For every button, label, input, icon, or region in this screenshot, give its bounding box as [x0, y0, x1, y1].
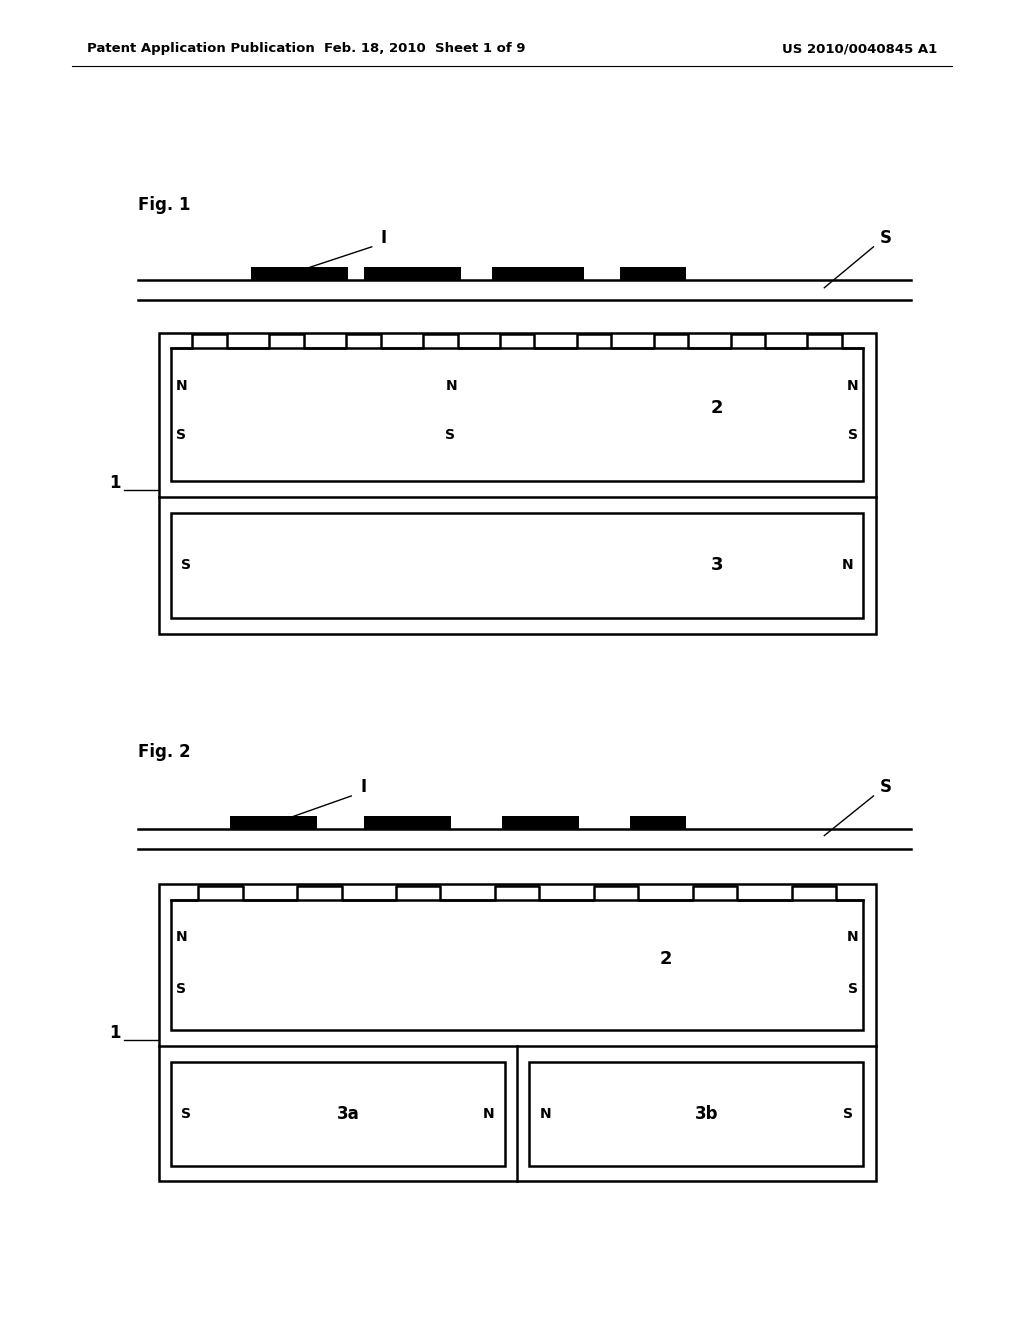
Text: N: N [176, 379, 187, 392]
Bar [364, 816, 451, 829]
Text: US 2010/0040845 A1: US 2010/0040845 A1 [781, 42, 937, 55]
Bar [159, 884, 876, 1181]
Text: 1: 1 [110, 474, 121, 492]
Text: N: N [176, 929, 187, 944]
Text: N: N [847, 379, 858, 392]
Text: N: N [847, 929, 858, 944]
Text: 2: 2 [711, 399, 723, 417]
Text: Fig. 1: Fig. 1 [138, 195, 190, 214]
Text: N: N [842, 558, 853, 572]
Bar [529, 1063, 863, 1166]
Text: S: S [181, 558, 191, 572]
Text: S: S [848, 982, 858, 995]
Bar [171, 512, 863, 618]
Text: S: S [176, 982, 186, 995]
Bar [230, 816, 317, 829]
Text: S: S [843, 1107, 853, 1121]
Bar [492, 267, 584, 280]
Text: S: S [880, 777, 892, 796]
Text: N: N [445, 379, 457, 392]
Bar [364, 267, 461, 280]
Text: S: S [181, 1107, 191, 1121]
Bar [171, 1063, 505, 1166]
Bar [502, 816, 579, 829]
Text: S: S [445, 428, 456, 441]
Text: Patent Application Publication: Patent Application Publication [87, 42, 314, 55]
Text: I: I [360, 777, 367, 796]
Text: N: N [540, 1107, 551, 1121]
Text: 3: 3 [711, 556, 723, 574]
Text: I: I [381, 228, 387, 247]
Text: S: S [176, 428, 186, 441]
Text: 3a: 3a [337, 1105, 359, 1123]
Text: S: S [880, 228, 892, 247]
Text: 3b: 3b [695, 1105, 718, 1123]
Text: 2: 2 [659, 950, 672, 968]
Bar [630, 816, 686, 829]
Text: S: S [848, 428, 858, 441]
Bar [171, 900, 863, 1031]
Bar [171, 348, 863, 480]
Text: N: N [483, 1107, 495, 1121]
Text: Fig. 2: Fig. 2 [138, 743, 190, 762]
Bar [620, 267, 686, 280]
Bar [251, 267, 348, 280]
Text: 1: 1 [110, 1024, 121, 1041]
Bar [159, 333, 876, 634]
Text: Feb. 18, 2010  Sheet 1 of 9: Feb. 18, 2010 Sheet 1 of 9 [325, 42, 525, 55]
